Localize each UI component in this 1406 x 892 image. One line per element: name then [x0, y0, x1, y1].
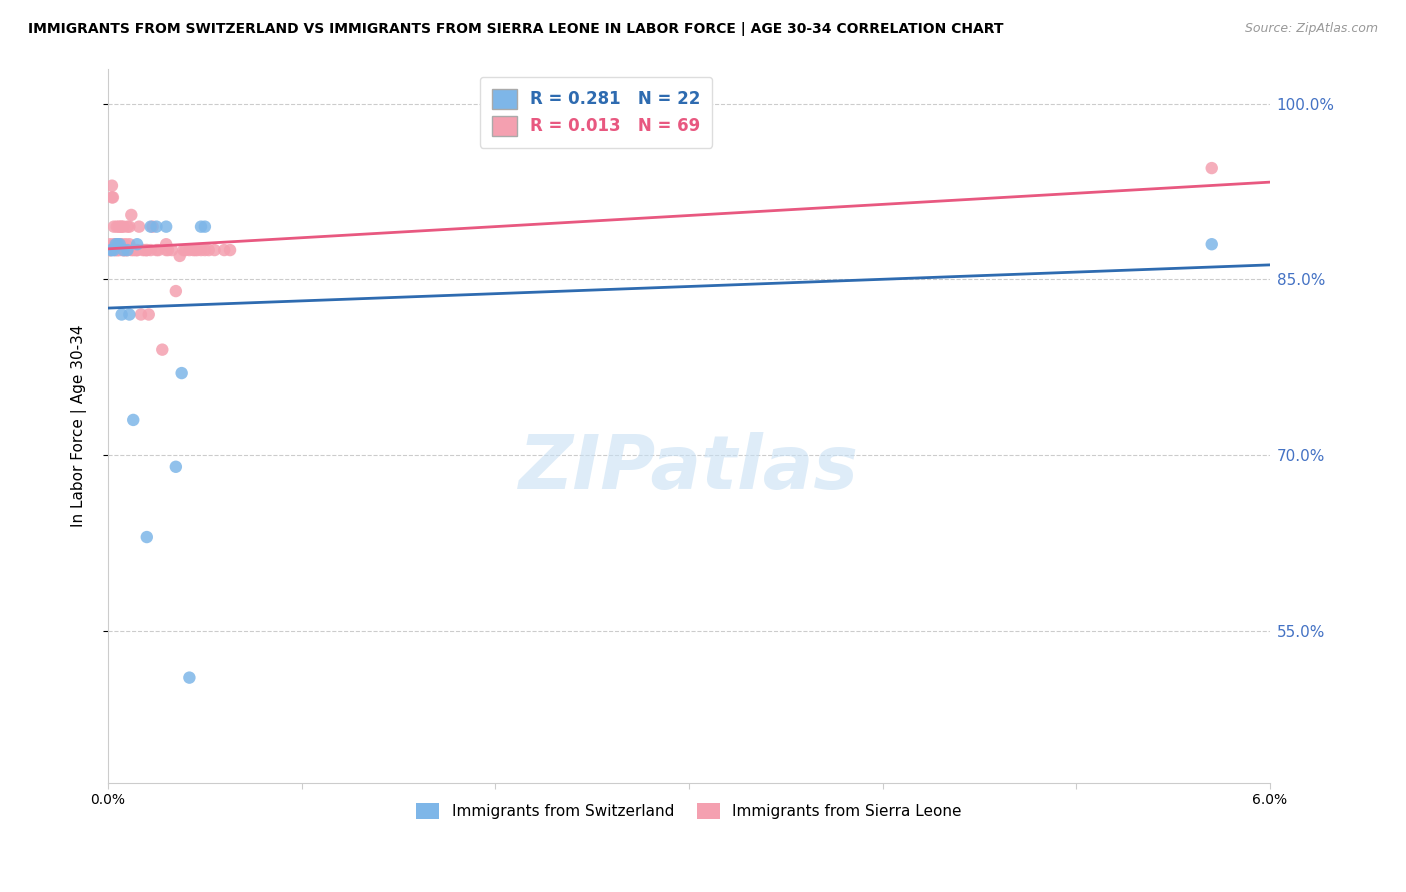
Point [181, 243, 204, 257]
Point [107, 219, 129, 234]
Point [165, 284, 187, 298]
Point [118, 308, 141, 322]
Point [139, 243, 162, 257]
Point [101, 190, 124, 204]
Point [179, 671, 201, 685]
Point [129, 308, 152, 322]
Point [155, 243, 177, 257]
Point [134, 243, 156, 257]
Text: Source: ZipAtlas.com: Source: ZipAtlas.com [1244, 22, 1378, 36]
Point [184, 243, 207, 257]
Point [111, 308, 134, 322]
Point [117, 243, 139, 257]
Point [117, 219, 139, 234]
Point [107, 243, 129, 257]
Point [190, 243, 212, 257]
Point [150, 343, 173, 357]
Point [103, 243, 125, 257]
Point [132, 243, 155, 257]
Point [127, 243, 149, 257]
Point [135, 530, 157, 544]
Point [108, 237, 131, 252]
Point [160, 243, 183, 257]
Point [111, 219, 134, 234]
Point [122, 413, 145, 427]
Point [194, 243, 217, 257]
Point [155, 237, 177, 252]
Text: ZIPatlas: ZIPatlas [519, 432, 859, 505]
Point [101, 178, 124, 193]
Point [114, 237, 136, 252]
Legend: Immigrants from Switzerland, Immigrants from Sierra Leone: Immigrants from Switzerland, Immigrants … [411, 797, 967, 825]
Point [1201, 161, 1223, 175]
Point [170, 366, 193, 380]
Point [135, 243, 157, 257]
Point [114, 243, 136, 257]
Point [114, 243, 136, 257]
Text: IMMIGRANTS FROM SWITZERLAND VS IMMIGRANTS FROM SIERRA LEONE IN LABOR FORCE | AGE: IMMIGRANTS FROM SWITZERLAND VS IMMIGRANT… [28, 22, 1004, 37]
Point [104, 243, 127, 257]
Point [128, 219, 150, 234]
Point [127, 243, 149, 257]
Point [105, 219, 128, 234]
Point [148, 243, 170, 257]
Point [142, 219, 165, 234]
Point [124, 243, 146, 257]
Point [122, 243, 145, 257]
Point [190, 219, 212, 234]
Y-axis label: In Labor Force | Age 30-34: In Labor Force | Age 30-34 [72, 325, 87, 527]
Point [157, 243, 180, 257]
Point [98, 243, 121, 257]
Point [135, 243, 157, 257]
Point [98, 243, 121, 257]
Point [169, 249, 191, 263]
Point [107, 237, 129, 252]
Point [108, 243, 131, 257]
Point [118, 219, 141, 234]
Point [194, 219, 217, 234]
Point [101, 190, 124, 204]
Point [179, 243, 201, 257]
Point [212, 243, 235, 257]
Point [139, 219, 162, 234]
Point [1201, 237, 1223, 252]
Point [100, 243, 122, 257]
Point [104, 237, 127, 252]
Point [112, 243, 135, 257]
Point [112, 243, 135, 257]
Point [108, 237, 131, 252]
Point [112, 219, 135, 234]
Point [186, 243, 208, 257]
Point [138, 308, 160, 322]
Point [118, 237, 141, 252]
Point [111, 243, 134, 257]
Point [115, 243, 138, 257]
Point [98, 237, 121, 252]
Point [155, 219, 177, 234]
Point [173, 243, 195, 257]
Point [120, 208, 142, 222]
Point [104, 243, 127, 257]
Point [204, 243, 226, 257]
Point [127, 237, 149, 252]
Point [107, 243, 129, 257]
Point [103, 219, 125, 234]
Point [145, 243, 167, 257]
Point [117, 243, 139, 257]
Point [100, 243, 122, 257]
Point [101, 243, 124, 257]
Point [174, 243, 197, 257]
Point [110, 219, 132, 234]
Point [219, 243, 242, 257]
Point [111, 237, 134, 252]
Point [145, 219, 167, 234]
Point [120, 243, 142, 257]
Point [165, 459, 187, 474]
Point [104, 237, 127, 252]
Point [103, 237, 125, 252]
Point [197, 243, 219, 257]
